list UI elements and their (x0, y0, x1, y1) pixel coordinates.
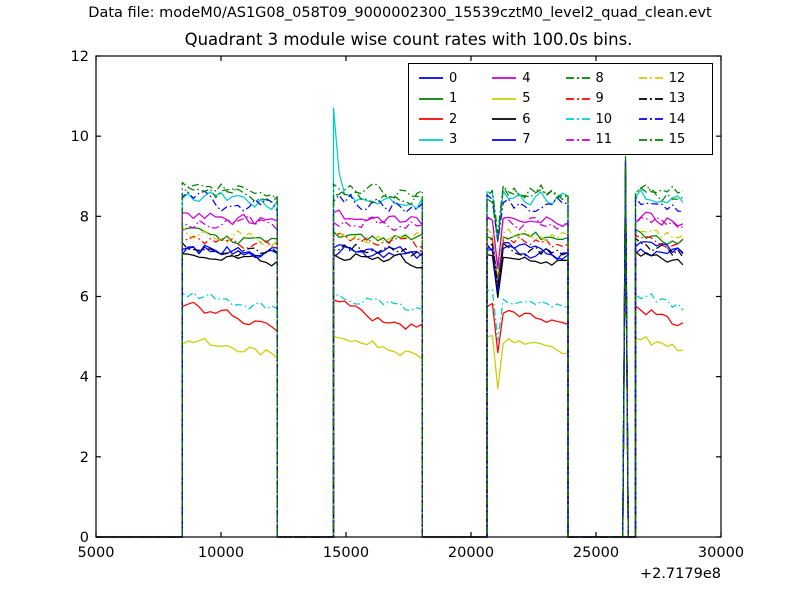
legend-label-4: 4 (522, 70, 531, 86)
svg-text:6: 6 (80, 290, 89, 306)
legend-item-2[interactable]: 2 (414, 113, 487, 126)
legend-line-sample-15 (638, 138, 663, 141)
legend-grid: 0 4 8 12 1 5 9 13 2 6 10 14 3 7 11 15 (414, 68, 707, 150)
series-line-5 (96, 334, 684, 538)
legend-item-4[interactable]: 4 (487, 72, 560, 85)
legend-line-sample-0 (419, 77, 443, 80)
series-line-9 (96, 232, 684, 538)
legend-line-sample-13 (638, 97, 663, 100)
series-line-12 (96, 225, 684, 538)
series-line-2 (96, 299, 684, 538)
x-axis-offset-text: +2.7179e8 (639, 566, 721, 582)
legend-item-3[interactable]: 3 (414, 133, 487, 146)
legend-line-sample-7 (492, 138, 517, 141)
svg-text:0: 0 (80, 530, 89, 546)
series-line-1 (96, 227, 684, 538)
legend-label-1: 1 (449, 91, 458, 107)
legend-label-5: 5 (522, 91, 531, 107)
legend-item-7[interactable]: 7 (487, 133, 560, 146)
legend-label-12: 12 (668, 70, 686, 86)
legend-item-1[interactable]: 1 (414, 92, 487, 105)
legend-label-3: 3 (449, 132, 458, 148)
legend-label-14: 14 (668, 111, 686, 127)
svg-text:20000: 20000 (448, 545, 494, 561)
legend-label-11: 11 (595, 132, 613, 148)
legend-item-8[interactable]: 8 (561, 72, 634, 85)
legend-item-9[interactable]: 9 (561, 92, 634, 105)
series-line-13 (96, 237, 684, 538)
svg-text:12: 12 (71, 49, 89, 65)
svg-text:2: 2 (80, 450, 89, 466)
legend-item-15[interactable]: 15 (634, 133, 707, 146)
legend-line-sample-8 (565, 77, 590, 80)
series-line-11 (96, 215, 684, 538)
legend-line-sample-14 (638, 118, 663, 121)
legend-item-0[interactable]: 0 (414, 72, 487, 85)
series-line-0 (96, 245, 684, 538)
legend-item-14[interactable]: 14 (634, 113, 707, 126)
axis-ticks (95, 55, 722, 538)
legend-line-sample-12 (638, 77, 663, 80)
data-series-layer (96, 107, 721, 538)
legend[interactable]: 0 4 8 12 1 5 9 13 2 6 10 14 3 7 11 15 (408, 63, 713, 155)
svg-text:5000: 5000 (78, 545, 115, 561)
svg-text:25000: 25000 (573, 545, 619, 561)
axes-title: Quadrant 3 module wise count rates with … (184, 30, 633, 49)
series-line-7 (96, 241, 684, 538)
legend-item-12[interactable]: 12 (634, 72, 707, 85)
figure-suptitle: Data file: modeM0/AS1G08_058T09_90000023… (88, 5, 712, 21)
legend-label-7: 7 (522, 132, 531, 148)
legend-line-sample-9 (565, 97, 590, 100)
svg-text:8: 8 (80, 209, 89, 225)
series-line-10 (96, 289, 684, 538)
legend-label-6: 6 (522, 111, 531, 127)
narrow-spike-15 (622, 176, 629, 538)
legend-label-0: 0 (449, 70, 458, 86)
legend-line-sample-4 (492, 77, 517, 80)
svg-text:10: 10 (71, 129, 89, 145)
legend-line-sample-6 (492, 118, 517, 121)
series-line-8 (96, 181, 684, 538)
svg-text:10000: 10000 (198, 545, 244, 561)
legend-item-13[interactable]: 13 (634, 92, 707, 105)
legend-line-sample-2 (419, 118, 443, 121)
legend-label-8: 8 (595, 70, 604, 86)
svg-text:15000: 15000 (323, 545, 369, 561)
legend-item-5[interactable]: 5 (487, 92, 560, 105)
legend-item-11[interactable]: 11 (561, 133, 634, 146)
legend-label-13: 13 (668, 91, 686, 107)
legend-label-2: 2 (449, 111, 458, 127)
legend-line-sample-11 (565, 138, 590, 141)
legend-label-9: 9 (595, 91, 604, 107)
svg-text:4: 4 (80, 370, 89, 386)
legend-item-6[interactable]: 6 (487, 113, 560, 126)
legend-line-sample-3 (419, 138, 443, 141)
legend-label-15: 15 (668, 132, 686, 148)
legend-label-10: 10 (595, 111, 613, 127)
legend-line-sample-10 (565, 118, 590, 121)
legend-item-10[interactable]: 10 (561, 113, 634, 126)
legend-line-sample-1 (419, 97, 443, 100)
svg-text:30000: 30000 (698, 545, 744, 561)
legend-line-sample-5 (492, 97, 517, 100)
